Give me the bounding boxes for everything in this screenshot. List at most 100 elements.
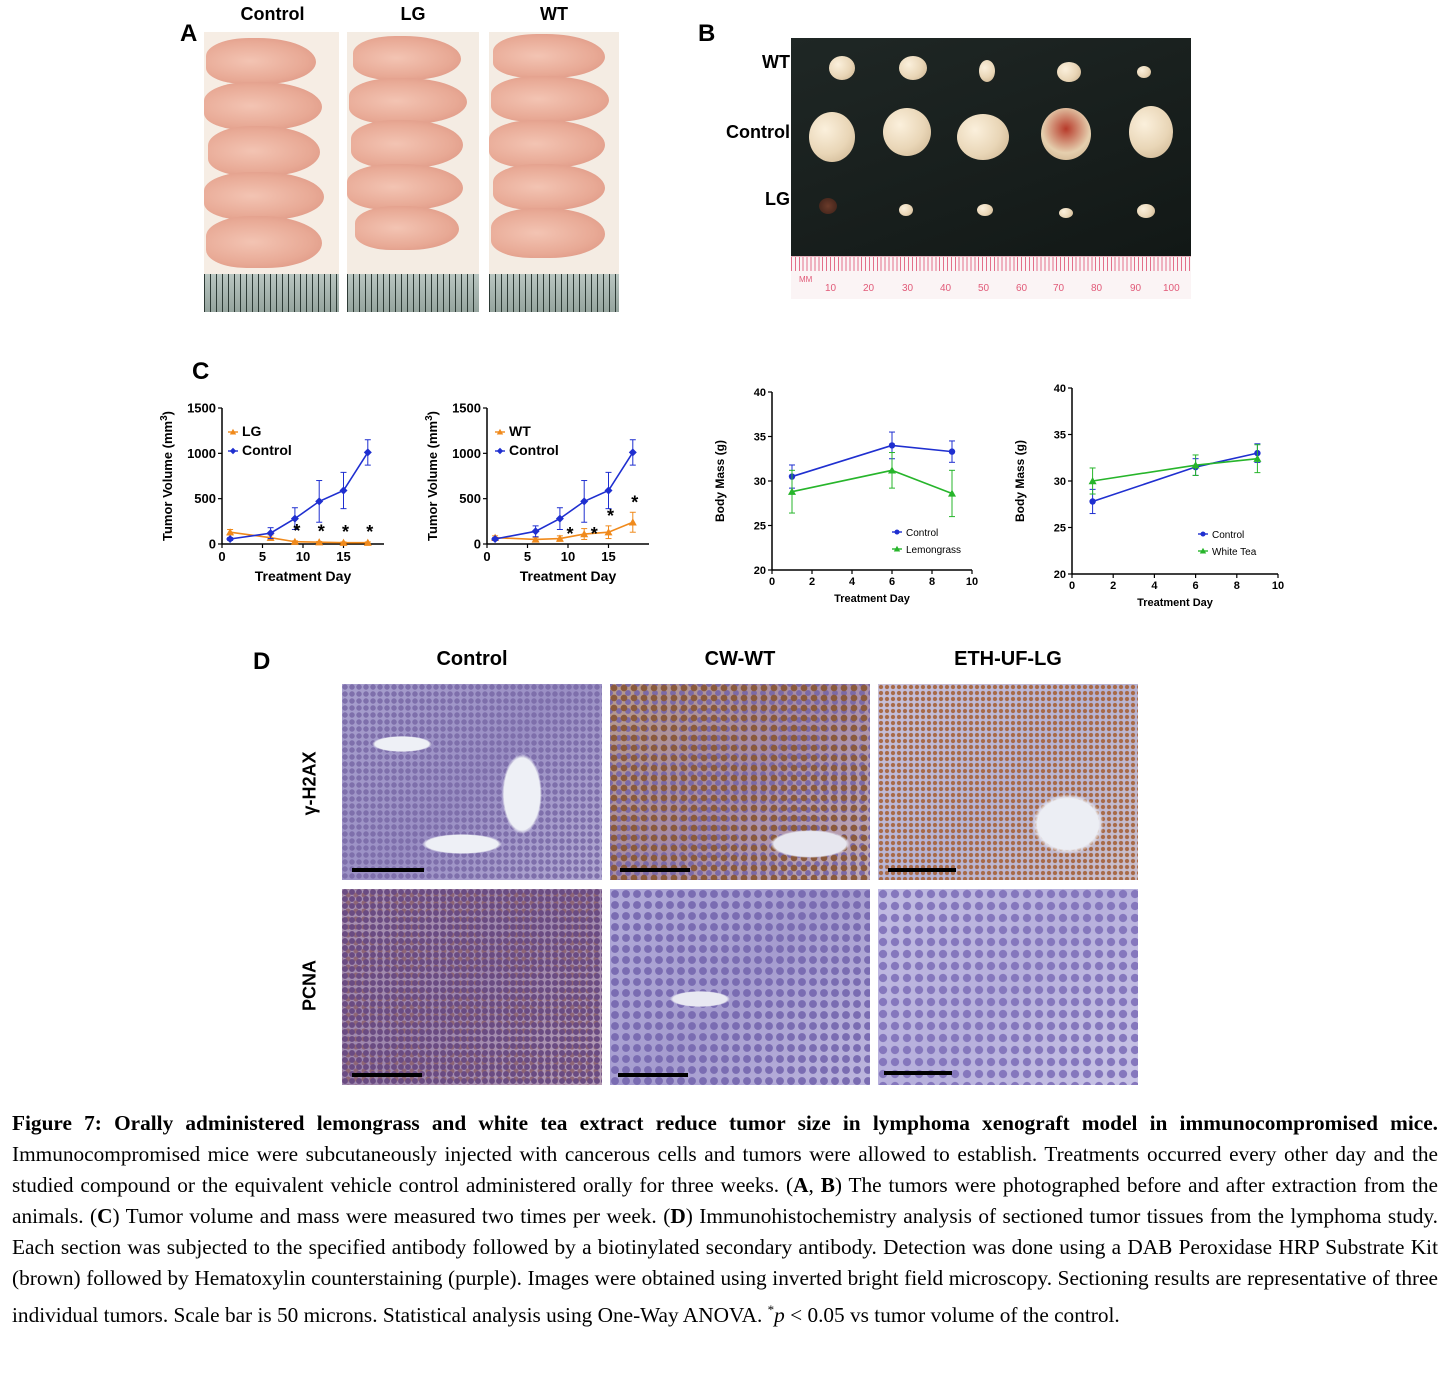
x-tick-label: 0 [1069,580,1075,592]
y-tick-label: 1000 [452,446,481,461]
data-point [226,528,235,536]
data-point [491,535,500,544]
x-axis-label: Treatment Day [255,568,352,584]
y-tick-label: 1500 [452,401,481,416]
panel-d-row-gamma-h2ax: γ-H2AX [299,751,320,816]
x-tick-label: 6 [1193,580,1199,592]
series-line [1092,457,1258,482]
x-tick-label: 5 [524,549,531,564]
y-tick-label: 35 [1054,429,1066,441]
data-point [315,538,324,546]
panel-b-row-control: Control [726,122,790,142]
data-point [888,442,896,449]
legend-marker [496,447,504,455]
scale-bar [620,868,690,872]
legend-label: Control [906,528,938,539]
caption-ref-d: D [670,1204,686,1228]
scale-bar [884,1071,952,1075]
y-tick-label: 25 [754,520,766,532]
y-tick-label: 25 [1054,522,1066,534]
caption-text-3: ) Tumor volume and mass were measured tw… [112,1204,671,1228]
y-tick-label: 20 [754,565,766,577]
x-tick-label: 2 [1110,580,1116,592]
x-tick-label: 2 [809,576,815,588]
significance-star: * [318,521,325,541]
mice-photo-control [204,32,339,312]
scale-bar [352,1073,422,1077]
x-tick-label: 10 [966,576,978,588]
ruler-label-10: 10 [825,283,837,294]
caption-ref-c: C [97,1204,113,1228]
x-axis-label: Treatment Day [520,568,617,584]
significance-star: * [366,522,373,542]
x-tick-label: 4 [1151,580,1158,592]
ruler-label-40: 40 [940,283,952,294]
figure-caption: Figure 7: Orally administered lemongrass… [12,1108,1438,1331]
data-point [1088,477,1097,485]
panel-d-header-cw-wt: CW-WT [704,648,776,670]
data-point [531,535,540,543]
panel-a-header-control: Control [240,4,305,24]
y-tick-label: 30 [754,476,766,488]
y-tick-label: 500 [194,491,216,506]
data-point [788,487,796,495]
significance-star: * [631,492,638,512]
panel-a-header-wt: WT [540,4,568,24]
data-point [628,448,637,457]
y-tick-label: 20 [1054,569,1066,581]
caption-text-5: < 0.05 vs tumor volume of the control. [784,1303,1120,1328]
data-point [948,489,956,497]
panel-b-row-wt: WT [762,52,790,72]
data-point [555,534,564,542]
ruler-label-60: 60 [1016,283,1028,294]
ruler-label-80: 80 [1091,283,1103,294]
significance-star: * [566,524,573,544]
excised-tumors-photo [791,38,1191,256]
caption-p: p [774,1303,785,1328]
y-axis-label: Tumor Volume (mm3) [159,411,175,541]
data-point [290,514,299,523]
ruler-label-50: 50 [978,283,990,294]
y-axis-label: Body Mass (g) [1013,440,1027,522]
ihc-h2ax-cw-wt [610,684,870,880]
legend-marker [229,428,237,435]
data-point [1191,461,1200,469]
y-axis-label: Body Mass (g) [713,440,727,522]
x-tick-label: 0 [483,549,490,564]
ihc-pcna-cw-wt [610,889,870,1085]
data-point [580,497,589,506]
panel-b-ruler: MM 10 20 30 40 50 60 70 80 90 100 [791,256,1191,299]
y-tick-label: 35 [754,431,766,443]
data-point [604,528,613,536]
data-point [948,448,956,455]
y-tick-label: 40 [1054,383,1066,395]
data-point [266,529,275,538]
panel-c-letter: C [192,358,210,385]
scale-bar [618,1073,688,1077]
legend-marker [893,545,901,552]
significance-star: * [342,522,349,542]
data-point [315,497,324,506]
y-tick-label: 0 [474,537,481,552]
panel-b-row-lg: LG [765,189,790,209]
y-tick-label: 1000 [187,446,216,461]
data-point [628,518,637,526]
x-tick-label: 0 [769,576,775,588]
legend-marker [496,428,504,435]
significance-star: * [591,524,598,544]
data-point [531,527,540,536]
data-point [290,537,299,545]
caption-ref-b: B [820,1173,835,1197]
panel-d-header-control: Control [436,648,508,670]
series-line [494,451,634,540]
panel-d-row-pcna: PCNA [299,960,320,1012]
caption-text-1: Immunocompromised mice were subcutaneous… [12,1142,1438,1197]
legend-marker [894,529,900,535]
x-tick-label: 0 [218,549,225,564]
ruler-label-mm: MM [799,275,813,284]
x-tick-label: 6 [889,576,895,588]
x-tick-label: 10 [1272,580,1284,592]
x-tick-label: 10 [561,549,575,564]
data-point [363,538,372,546]
series-line [791,469,953,495]
